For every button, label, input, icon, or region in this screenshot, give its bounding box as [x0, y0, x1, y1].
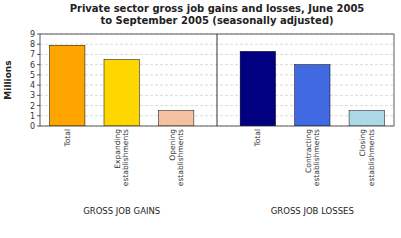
tick-label: 6 — [30, 61, 35, 70]
category-label: Contractingestablishments — [304, 129, 321, 186]
tick — [37, 54, 40, 55]
category-label: Closingestablishments — [358, 129, 375, 186]
bar — [295, 65, 330, 126]
category-label: Openingestablishments — [168, 129, 185, 186]
tick — [37, 44, 40, 45]
tick — [37, 126, 40, 127]
tick-label: 8 — [30, 40, 35, 49]
category-label: Total — [63, 129, 72, 148]
group-label: GROSS JOB GAINS — [83, 206, 160, 216]
tick-label: 9 — [30, 30, 35, 39]
tick — [37, 85, 40, 86]
title: Private sector gross job gains and losse… — [70, 3, 365, 26]
tick — [37, 95, 40, 96]
axis-label: Millions — [3, 60, 13, 99]
bar — [50, 45, 85, 126]
group-label: GROSS JOB LOSSES — [271, 206, 354, 216]
bar — [240, 51, 275, 126]
bar — [158, 111, 193, 126]
tick — [37, 105, 40, 106]
tick — [37, 34, 40, 35]
category-label: Expandingestablishments — [113, 129, 130, 186]
tick-label: 1 — [30, 112, 35, 121]
tick — [37, 115, 40, 116]
category-label: Total — [253, 129, 262, 148]
tick-label: 0 — [30, 122, 35, 131]
group-divider — [217, 34, 218, 126]
tick-label: 4 — [30, 81, 35, 90]
bar — [104, 60, 139, 126]
tick-label: 2 — [30, 102, 35, 111]
tick — [37, 64, 40, 65]
tick-label: 7 — [30, 50, 35, 59]
tick — [37, 74, 40, 75]
plot-frame — [40, 34, 394, 126]
tick-label: 3 — [30, 91, 35, 100]
bar — [349, 111, 384, 126]
tick-label: 5 — [30, 71, 35, 80]
